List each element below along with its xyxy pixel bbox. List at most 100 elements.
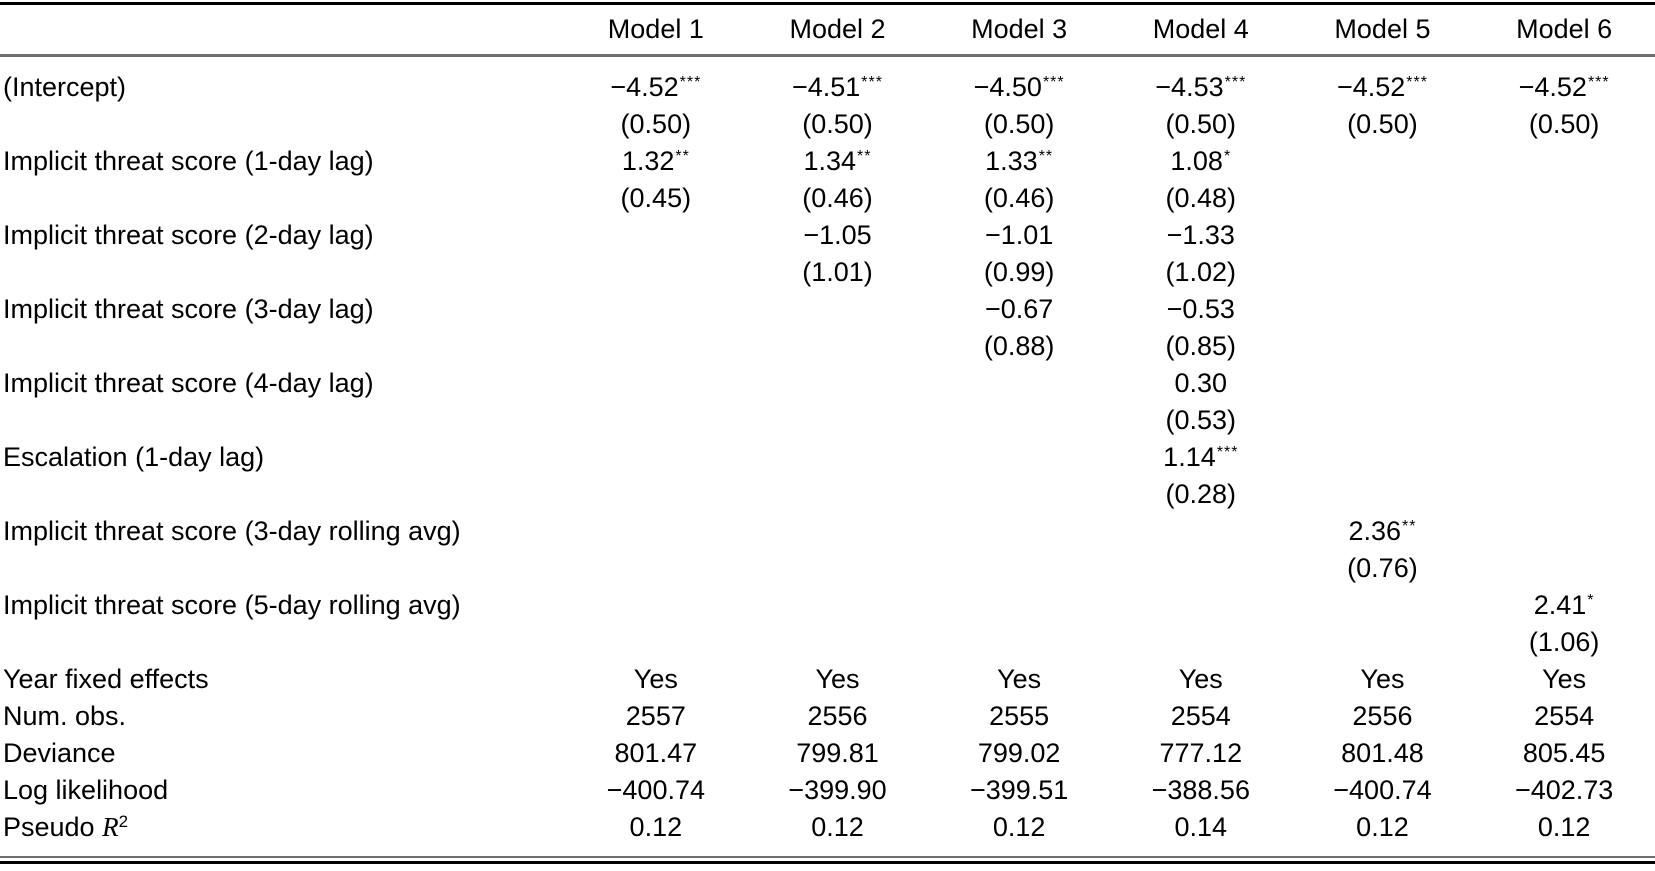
gof-cell: 0.12 [1537, 812, 1591, 842]
gof-cell: 0.14 [1174, 812, 1228, 842]
coefficient-cell [928, 587, 1110, 661]
coefficient-cell [565, 439, 747, 513]
coefficient-cell: −4.50*** (0.50) [928, 56, 1110, 144]
estimate-value: −4.51*** [791, 72, 883, 102]
gof-cell: −402.73 [1514, 775, 1614, 805]
gof-cell: Yes [1360, 664, 1405, 694]
standard-error-value: (1.06) [1528, 627, 1600, 657]
gof-cell: Yes [997, 664, 1042, 694]
significance-stars: *** [1224, 74, 1247, 91]
standard-error-value: (0.46) [983, 183, 1055, 213]
coefficient-cell [1292, 291, 1474, 365]
gof-cell: 799.81 [796, 738, 879, 768]
significance-stars: ** [675, 148, 690, 165]
coefficient-cell [1110, 587, 1292, 661]
estimate-value: 1.32** [621, 146, 690, 176]
coefficient-row: Implicit threat score (5-day rolling avg… [0, 587, 1655, 661]
goodness-of-fit-row: Num. obs. 2557 2556 2555 2554 2556 2554 [0, 698, 1655, 735]
standard-error-value: (0.46) [802, 183, 873, 213]
significance-stars: ** [1402, 518, 1417, 535]
coefficient-cell [565, 217, 747, 291]
column-header-model-5: Model 5 [1334, 14, 1431, 44]
coefficient-cell: 0.30 (0.53) [1110, 365, 1292, 439]
column-header-model-1: Model 1 [607, 14, 704, 44]
standard-error-value: (0.50) [1528, 109, 1600, 139]
coefficient-cell [1473, 291, 1655, 365]
coefficient-row: (Intercept) −4.52*** (0.50) −4.51*** (0.50) −… [0, 56, 1655, 144]
gof-cell: 801.48 [1341, 738, 1424, 768]
coefficient-cell [1473, 513, 1655, 587]
standard-error-value: (0.45) [620, 183, 692, 213]
significance-stars: *** [1406, 74, 1428, 91]
table-body: (Intercept) −4.52*** (0.50) −4.51*** (0.50) −… [0, 56, 1655, 847]
coefficient-row: Escalation (1-day lag) 1.14*** (0.28) [0, 439, 1655, 513]
superscript-2: 2 [118, 812, 129, 831]
standard-error-value: (0.50) [620, 109, 692, 139]
estimate-value: −1.05 [803, 220, 872, 250]
standard-error-value: (0.50) [802, 109, 873, 139]
gof-cell: 2555 [989, 701, 1050, 731]
table-bottom-rule-thick [0, 861, 1655, 864]
gof-cell: 2556 [1352, 701, 1413, 731]
standard-error-value: (0.50) [1347, 109, 1418, 139]
estimate-value: 1.34** [803, 146, 872, 176]
significance-stars: *** [679, 74, 702, 91]
estimate-value: −1.01 [984, 220, 1054, 250]
standard-error-value: (0.76) [1347, 553, 1418, 583]
estimate-value: −0.53 [1166, 294, 1235, 324]
header-row: Model 1 Model 2 Model 3 Model 4 Model 5 … [0, 5, 1655, 56]
table-header: Model 1 Model 2 Model 3 Model 4 Model 5 … [0, 5, 1655, 56]
estimate-value: −4.50*** [973, 72, 1065, 102]
standard-error-value: (0.99) [983, 257, 1055, 287]
standard-error-value: (0.85) [1165, 331, 1237, 361]
row-label: (Intercept) [3, 72, 127, 102]
standard-error-value: (0.50) [1165, 109, 1237, 139]
goodness-of-fit-row: Deviance 801.47 799.81 799.02 777.12 801.48 80… [0, 735, 1655, 772]
estimate-value: 2.41* [1533, 590, 1595, 620]
gof-cell: −399.51 [969, 775, 1069, 805]
coefficient-cell: −1.01 (0.99) [928, 217, 1110, 291]
gof-cell: Yes [1542, 664, 1587, 694]
gof-cell: 2557 [625, 701, 686, 731]
row-label: Implicit threat score (5-day rolling avg… [3, 590, 461, 620]
column-header-model-2: Model 2 [789, 14, 886, 44]
row-label: Implicit threat score (4-day lag) [3, 368, 374, 398]
coefficient-row: Implicit threat score (3-day rolling avg… [0, 513, 1655, 587]
coefficient-cell [928, 439, 1110, 513]
math-symbol-r: R [102, 812, 119, 842]
standard-error-value: (0.50) [983, 109, 1055, 139]
coefficient-cell: 1.34** (0.46) [747, 143, 929, 217]
row-label: Escalation (1-day lag) [3, 442, 265, 472]
estimate-value: 2.36** [1348, 516, 1417, 546]
gof-cell: 0.12 [811, 812, 864, 842]
coefficient-cell [565, 365, 747, 439]
row-label: Pseudo R2 [3, 812, 129, 842]
gof-cell: 0.12 [992, 812, 1046, 842]
column-header-model-3: Model 3 [971, 14, 1068, 44]
gof-cell: 0.12 [1356, 812, 1409, 842]
coefficient-cell: −4.51*** (0.50) [747, 56, 929, 144]
gof-cell: −399.90 [788, 775, 887, 805]
estimate-value: −4.52*** [1518, 72, 1610, 102]
gof-cell: 799.02 [977, 738, 1061, 768]
coefficient-cell: 1.33** (0.46) [928, 143, 1110, 217]
coefficient-cell: 2.36** (0.76) [1292, 513, 1474, 587]
significance-stars: *** [1042, 74, 1065, 91]
coefficient-cell [565, 291, 747, 365]
corner-cell [0, 5, 565, 56]
row-label: Implicit threat score (3-day rolling avg… [3, 516, 461, 546]
standard-error-value: (0.53) [1165, 405, 1237, 435]
gof-cell: 801.47 [614, 738, 698, 768]
row-label: Implicit threat score (1-day lag) [3, 146, 374, 176]
standard-error-value: (0.28) [1165, 479, 1237, 509]
coefficient-cell [1292, 217, 1474, 291]
gof-cell: 2554 [1170, 701, 1231, 731]
gof-cell: 805.45 [1522, 738, 1606, 768]
coefficient-cell [1473, 143, 1655, 217]
coefficient-cell [1473, 365, 1655, 439]
goodness-of-fit-row: Year fixed effects Yes Yes Yes Yes Yes Yes [0, 661, 1655, 698]
coefficient-cell: −0.67 (0.88) [928, 291, 1110, 365]
significance-stars: *** [1216, 444, 1239, 461]
coefficient-cell [1292, 587, 1474, 661]
